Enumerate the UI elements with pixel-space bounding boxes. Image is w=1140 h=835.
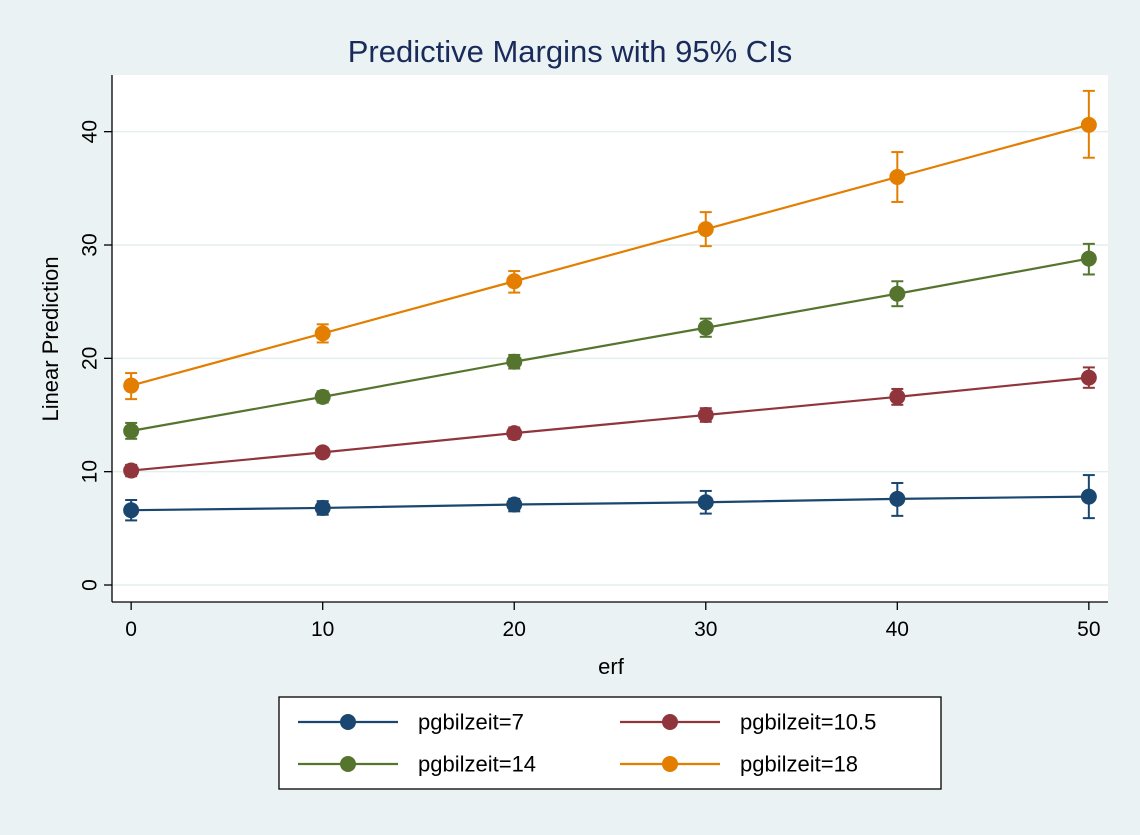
legend-label: pgbilzeit=10.5 bbox=[740, 710, 876, 735]
series-group bbox=[123, 89, 1097, 401]
legend-marker bbox=[662, 756, 678, 772]
data-point bbox=[506, 496, 523, 513]
data-point bbox=[314, 444, 331, 461]
data-point bbox=[506, 353, 523, 370]
data-point bbox=[123, 462, 140, 479]
series-group bbox=[123, 242, 1097, 440]
x-tick-label: 20 bbox=[503, 618, 526, 641]
data-point bbox=[314, 325, 331, 342]
data-point bbox=[506, 425, 523, 442]
data-point bbox=[123, 502, 140, 519]
x-tick-label: 50 bbox=[1077, 618, 1100, 641]
legend-item: pgbilzeit=10.5 bbox=[620, 710, 876, 735]
series-group bbox=[123, 366, 1097, 479]
data-point bbox=[123, 377, 140, 394]
y-tick-label: 10 bbox=[79, 460, 102, 483]
plot-area bbox=[112, 75, 1108, 602]
series-line bbox=[130, 257, 1090, 432]
y-tick-label: 40 bbox=[79, 120, 102, 143]
y-axis-label: Linear Prediction bbox=[38, 256, 63, 421]
data-point bbox=[1080, 116, 1097, 133]
axis-layer: 0 10 20 30 40 0 10 20 30 40 50 bbox=[79, 120, 1101, 641]
data-point bbox=[889, 388, 906, 405]
series-line bbox=[130, 123, 1090, 387]
legend-label: pgbilzeit=7 bbox=[418, 710, 524, 735]
x-tick-label: 10 bbox=[311, 618, 334, 641]
series-line bbox=[131, 495, 1089, 512]
data-point bbox=[506, 273, 523, 290]
legend-marker bbox=[662, 714, 678, 730]
data-point bbox=[1080, 488, 1097, 505]
data-point bbox=[697, 221, 714, 238]
legend-marker bbox=[340, 714, 356, 730]
data-point bbox=[1080, 369, 1097, 386]
grid-layer bbox=[112, 130, 1108, 586]
data-point bbox=[697, 407, 714, 423]
data-point bbox=[697, 494, 714, 511]
legend-label: pgbilzeit=18 bbox=[740, 752, 858, 777]
y-tick-label: 20 bbox=[79, 347, 102, 370]
legend-item: pgbilzeit=7 bbox=[298, 710, 524, 735]
data-point bbox=[123, 422, 140, 439]
legend-item: pgbilzeit=14 bbox=[298, 752, 536, 777]
data-point bbox=[314, 499, 331, 516]
data-point bbox=[697, 319, 714, 336]
series-layer bbox=[123, 89, 1097, 522]
legend-box bbox=[278, 696, 942, 790]
data-point bbox=[889, 285, 906, 302]
chart-title: Predictive Margins with 95% CIs bbox=[348, 34, 793, 69]
series-line bbox=[131, 376, 1089, 472]
data-point bbox=[889, 490, 906, 507]
y-tick-label: 30 bbox=[79, 233, 102, 256]
x-tick-label: 40 bbox=[886, 618, 909, 641]
legend-label: pgbilzeit=14 bbox=[418, 752, 536, 777]
legend-marker bbox=[340, 756, 356, 772]
x-tick-label: 0 bbox=[125, 618, 137, 641]
data-point bbox=[314, 388, 331, 405]
data-point bbox=[889, 169, 906, 185]
series-group bbox=[123, 474, 1097, 522]
y-tick-label: 0 bbox=[79, 579, 102, 591]
x-tick-label: 30 bbox=[694, 618, 717, 641]
x-axis-label: erf bbox=[598, 654, 625, 679]
legend-layer: pgbilzeit=7 pgbilzeit=10.5 pgbilzeit=14 pgb… bbox=[298, 710, 876, 777]
legend-item: pgbilzeit=18 bbox=[620, 752, 858, 777]
data-point bbox=[1080, 250, 1097, 267]
